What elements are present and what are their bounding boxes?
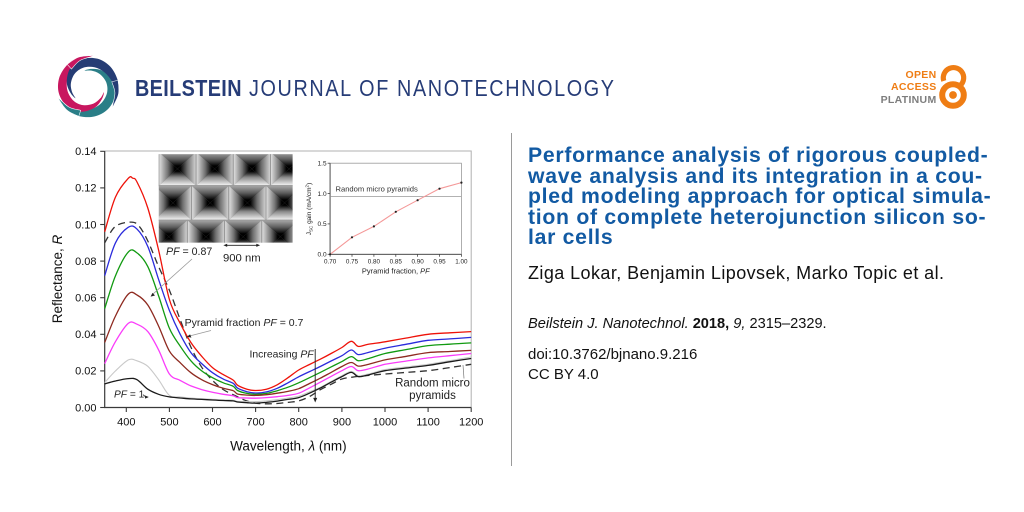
svg-text:0.08: 0.08 [75,256,96,268]
svg-text:500: 500 [160,417,178,429]
svg-text:0.06: 0.06 [75,293,96,305]
svg-text:800: 800 [290,417,308,429]
svg-text:900: 900 [333,417,351,429]
svg-text:0.10: 0.10 [75,219,96,231]
svg-text:0.0: 0.0 [318,252,327,259]
svg-text:JSC gain (mA/cm2): JSC gain (mA/cm2) [305,183,314,236]
svg-text:0.75: 0.75 [346,258,359,265]
svg-text:0.95: 0.95 [433,258,446,265]
svg-text:0.00: 0.00 [75,402,96,414]
svg-text:Pyramid fraction PF = 0.7: Pyramid fraction PF = 0.7 [185,317,304,329]
svg-text:1.0: 1.0 [318,191,327,198]
svg-text:Random micro: Random micro [395,378,470,390]
svg-text:PF = 0.87: PF = 0.87 [166,246,212,258]
svg-text:0.02: 0.02 [75,366,96,378]
svg-text:Pyramid fraction, PF: Pyramid fraction, PF [362,266,430,275]
svg-text:0.90: 0.90 [411,258,424,265]
svg-text:1200: 1200 [459,417,483,429]
svg-text:0.70: 0.70 [324,258,337,265]
svg-text:900 nm: 900 nm [223,253,261,265]
svg-text:700: 700 [246,417,264,429]
svg-text:0.04: 0.04 [75,329,96,341]
svg-text:1.00: 1.00 [455,258,468,265]
svg-text:0.14: 0.14 [75,146,96,158]
svg-text:1100: 1100 [416,417,440,429]
svg-text:Increasing PF: Increasing PF [250,350,315,361]
svg-text:Reflectance, R: Reflectance, R [50,234,65,323]
svg-text:Wavelength, λ (nm): Wavelength, λ (nm) [230,439,346,454]
svg-text:600: 600 [203,417,221,429]
svg-text:0.12: 0.12 [75,183,96,195]
svg-text:Random micro pyramids: Random micro pyramids [336,185,418,194]
svg-text:PF = 1: PF = 1 [114,389,145,400]
svg-text:pyramids: pyramids [409,390,456,402]
svg-text:1.5: 1.5 [318,161,327,168]
svg-text:400: 400 [117,417,135,429]
svg-text:1000: 1000 [373,417,397,429]
svg-text:0.85: 0.85 [390,258,403,265]
svg-text:0.5: 0.5 [318,221,327,228]
svg-text:0.80: 0.80 [368,258,381,265]
